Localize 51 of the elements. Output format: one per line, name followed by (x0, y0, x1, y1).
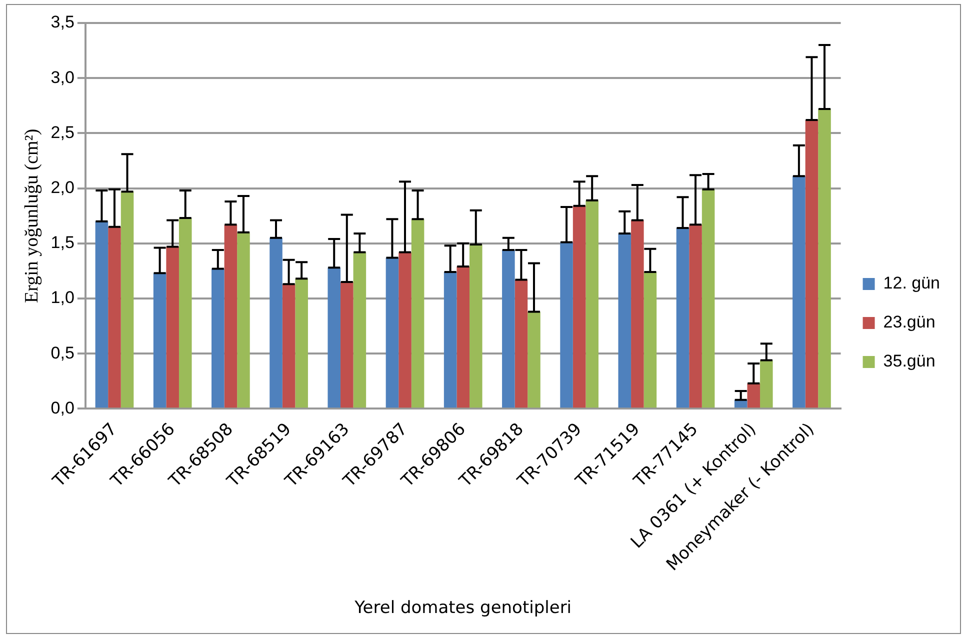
bar (760, 360, 773, 408)
bar (282, 284, 296, 408)
bar (560, 242, 573, 408)
bar (295, 278, 308, 408)
bar (353, 252, 366, 408)
bar (805, 120, 818, 408)
bar (153, 273, 166, 408)
bar (120, 192, 134, 408)
bar (792, 176, 806, 408)
bar (470, 244, 482, 408)
bar (444, 272, 457, 408)
y-axis-title: Ergin yoğunluğu (cm²) (21, 128, 42, 303)
bar (818, 108, 831, 408)
legend-label: 35.gün (883, 352, 936, 371)
bar (178, 218, 192, 408)
bar (502, 250, 515, 408)
bar (270, 238, 282, 408)
x-axis-title: Yerel domates genotipleri (354, 598, 572, 618)
bar (586, 200, 598, 408)
y-tick-label: 2,0 (50, 178, 74, 197)
bar (572, 206, 586, 408)
bar (644, 272, 657, 408)
bar (676, 228, 690, 408)
bar (747, 383, 760, 408)
y-tick-label: 0,5 (50, 343, 74, 362)
bar (702, 189, 715, 408)
bar (631, 220, 644, 408)
y-tick-label: 3,5 (50, 12, 74, 32)
y-tick-label: 1,0 (50, 288, 74, 308)
bar (386, 258, 399, 408)
bar (618, 233, 632, 408)
bar (689, 224, 702, 408)
legend-label: 12. gün (883, 274, 940, 293)
bar (237, 232, 250, 408)
bar (514, 280, 528, 408)
bar (108, 226, 121, 408)
legend-label: 23.gün (883, 312, 936, 332)
bar (328, 268, 341, 408)
bar (340, 282, 354, 408)
bar (166, 246, 179, 408)
bar (95, 221, 108, 408)
y-tick-label: 1,5 (50, 233, 74, 252)
bar (528, 312, 540, 408)
y-tick-label: 2,5 (50, 122, 74, 142)
y-tick-label: 0,0 (50, 398, 74, 418)
y-tick-label: 3,0 (50, 68, 74, 87)
bar (224, 224, 238, 408)
bar (456, 266, 470, 408)
bar (398, 252, 412, 408)
bar (212, 268, 224, 408)
bar (411, 219, 424, 408)
